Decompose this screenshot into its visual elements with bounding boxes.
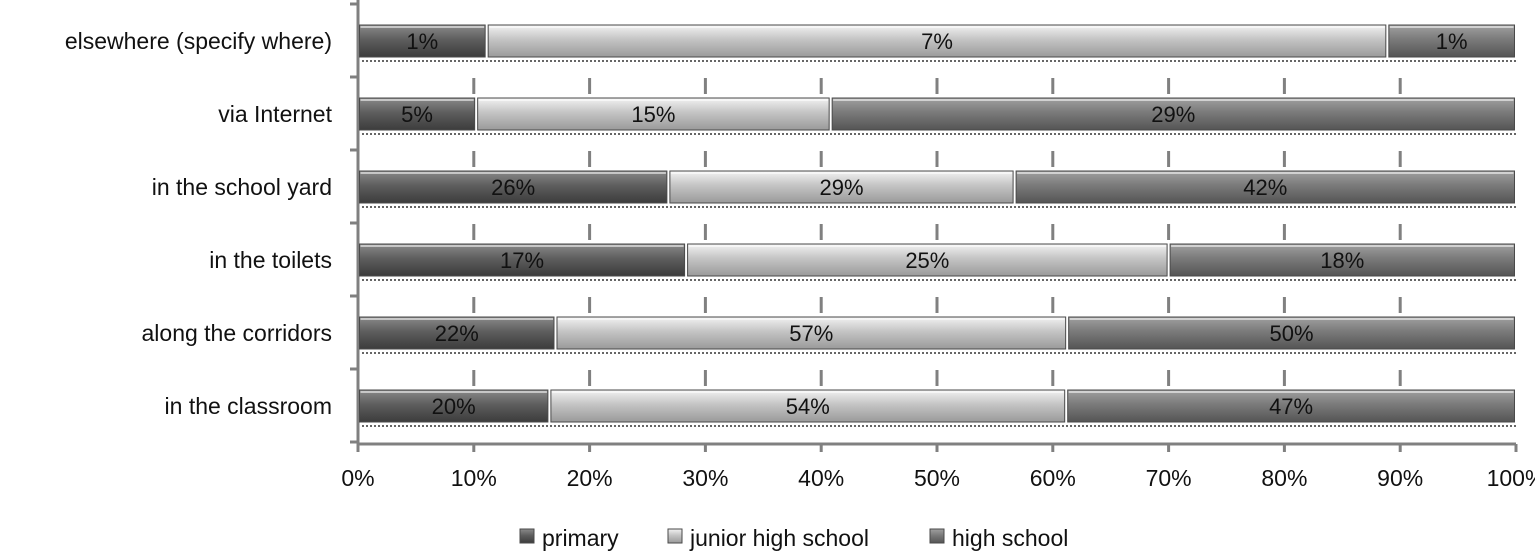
data-label: 42% (1243, 175, 1287, 200)
data-label: 17% (500, 248, 544, 273)
category-label: via Internet (218, 101, 332, 127)
bar-segment (359, 389, 549, 423)
data-label: 5% (401, 102, 433, 127)
x-tick-label: 30% (682, 465, 728, 491)
bar-segment (831, 97, 1515, 131)
bar-segment (477, 97, 830, 131)
data-label: 20% (432, 394, 476, 419)
legend-swatch (929, 528, 945, 544)
category-label: in the school yard (152, 174, 332, 200)
x-tick-label: 20% (567, 465, 613, 491)
legend-label: junior high school (689, 525, 869, 551)
category-label: along the corridors (142, 320, 333, 346)
bar-segment (359, 243, 686, 277)
data-label: 29% (819, 175, 863, 200)
data-label: 54% (786, 394, 830, 419)
x-tick-label: 10% (451, 465, 497, 491)
x-tick-label: 80% (1261, 465, 1307, 491)
data-label: 15% (631, 102, 675, 127)
x-tick-label: 90% (1377, 465, 1423, 491)
data-label: 18% (1320, 248, 1364, 273)
category-label: elsewhere (specify where) (65, 28, 332, 54)
x-tick-label: 50% (914, 465, 960, 491)
x-tick-label: 100% (1487, 465, 1535, 491)
x-tick-label: 60% (1030, 465, 1076, 491)
bar-segment (359, 97, 476, 131)
chart-legend: primary junior high school high school (519, 525, 1068, 551)
bar-segment (1068, 316, 1516, 350)
data-label: 47% (1269, 394, 1313, 419)
bar-segment (556, 316, 1067, 350)
bar-segment (1388, 24, 1516, 58)
data-label: 1% (1436, 29, 1468, 54)
bar-segment (1015, 170, 1516, 204)
x-tick-label: 70% (1146, 465, 1192, 491)
bar-segment (359, 316, 555, 350)
legend-swatch (519, 528, 535, 544)
x-tick-label: 0% (341, 465, 374, 491)
x-tick-label: 40% (798, 465, 844, 491)
bar-segment (669, 170, 1014, 204)
bar-segment (1067, 389, 1516, 423)
bar-segment (487, 24, 1387, 58)
bar-segment (359, 24, 486, 58)
data-label: 50% (1270, 321, 1314, 346)
data-label: 1% (406, 29, 438, 54)
bar-segment (550, 389, 1066, 423)
data-label: 25% (905, 248, 949, 273)
data-label: 29% (1151, 102, 1195, 127)
bar-segment (687, 243, 1168, 277)
legend-label: primary (542, 525, 619, 551)
data-label: 26% (491, 175, 535, 200)
legend-label: high school (952, 525, 1068, 551)
category-label: in the toilets (209, 247, 332, 273)
data-label: 7% (921, 29, 953, 54)
bar-segment (1169, 243, 1515, 277)
data-label: 22% (435, 321, 479, 346)
bar-segment (359, 170, 668, 204)
legend-swatch (667, 528, 683, 544)
data-label: 57% (789, 321, 833, 346)
category-label: in the classroom (165, 393, 332, 419)
